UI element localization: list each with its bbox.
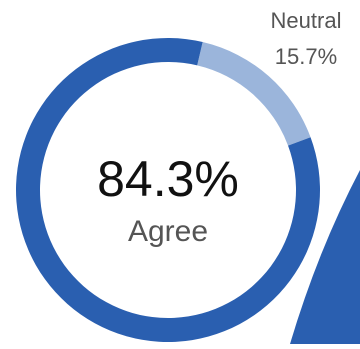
- center-value: 84.3%: [97, 151, 239, 207]
- donut-slice-neutral: [197, 42, 311, 146]
- neutral-slice-label: Neutral: [270, 8, 342, 33]
- center-label: Agree: [127, 215, 209, 248]
- neutral-slice-value: 15.7%: [274, 44, 338, 69]
- accent-wedge: [290, 170, 360, 344]
